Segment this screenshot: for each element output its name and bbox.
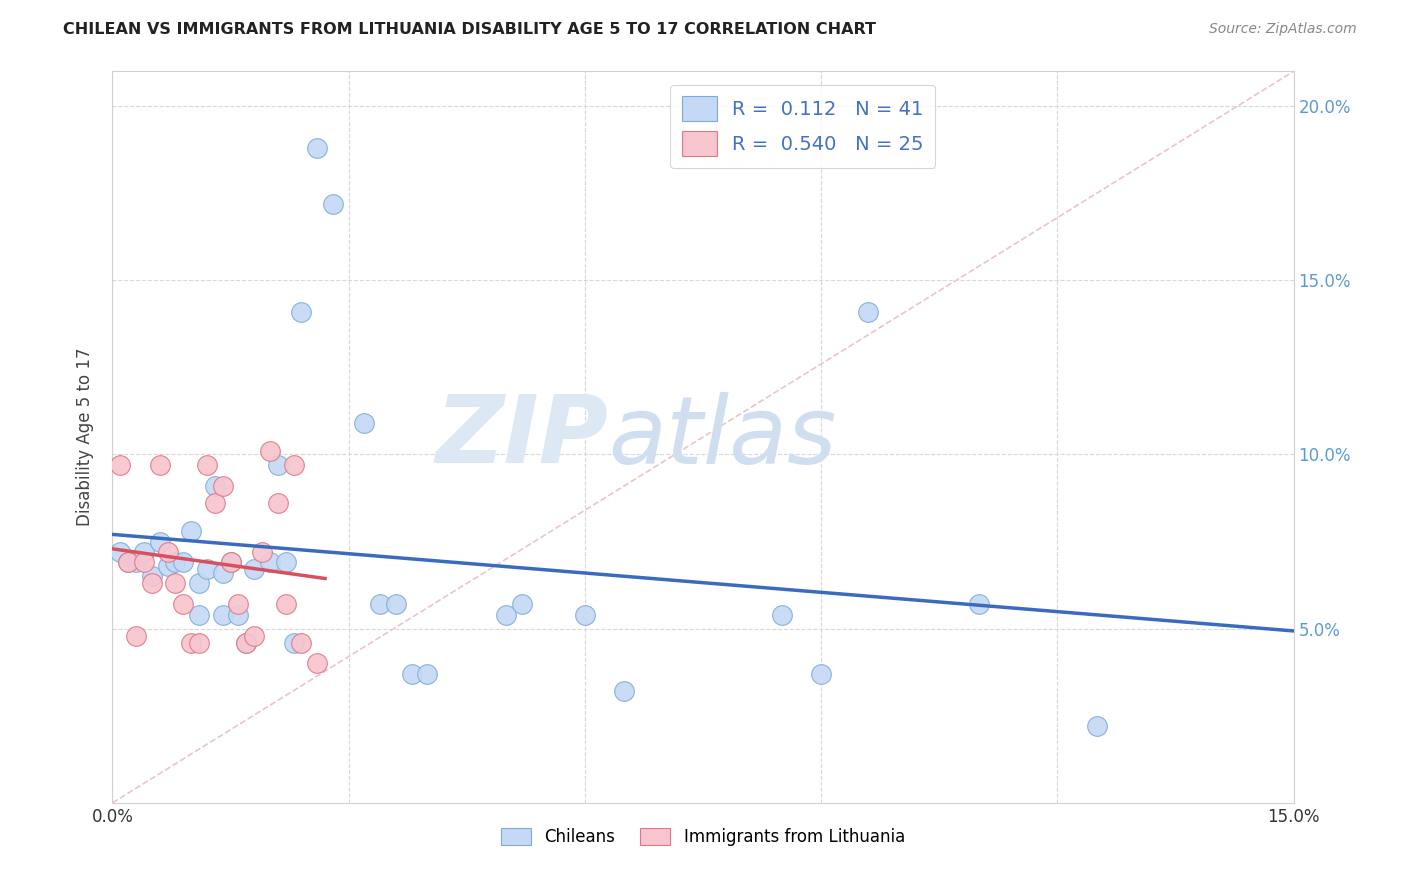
Point xyxy=(353,416,375,430)
Point xyxy=(219,556,242,570)
Point xyxy=(141,576,163,591)
Point xyxy=(267,458,290,472)
Point xyxy=(267,496,290,510)
Point xyxy=(290,304,312,318)
Point xyxy=(125,556,148,570)
Point xyxy=(385,597,408,611)
Point xyxy=(117,556,139,570)
Point xyxy=(149,534,172,549)
Point xyxy=(613,684,636,698)
Point xyxy=(416,667,439,681)
Point xyxy=(211,566,233,580)
Legend: Chileans, Immigrants from Lithuania: Chileans, Immigrants from Lithuania xyxy=(495,822,911,853)
Point xyxy=(149,458,172,472)
Point xyxy=(235,635,257,649)
Point xyxy=(228,597,250,611)
Y-axis label: Disability Age 5 to 17: Disability Age 5 to 17 xyxy=(76,348,94,526)
Point xyxy=(290,635,312,649)
Point xyxy=(401,667,423,681)
Point xyxy=(858,304,880,318)
Point xyxy=(188,576,211,591)
Point xyxy=(259,556,281,570)
Text: ZIP: ZIP xyxy=(436,391,609,483)
Point xyxy=(307,141,329,155)
Point xyxy=(132,545,155,559)
Point xyxy=(165,576,187,591)
Point xyxy=(204,479,226,493)
Point xyxy=(228,607,250,622)
Point xyxy=(195,458,218,472)
Point xyxy=(770,607,793,622)
Point xyxy=(307,657,329,671)
Text: CHILEAN VS IMMIGRANTS FROM LITHUANIA DISABILITY AGE 5 TO 17 CORRELATION CHART: CHILEAN VS IMMIGRANTS FROM LITHUANIA DIS… xyxy=(63,22,876,37)
Point xyxy=(235,635,257,649)
Point xyxy=(110,545,132,559)
Point xyxy=(322,196,344,211)
Point xyxy=(243,629,266,643)
Point xyxy=(172,597,194,611)
Point xyxy=(510,597,533,611)
Point xyxy=(211,479,233,493)
Point xyxy=(188,635,211,649)
Point xyxy=(204,496,226,510)
Text: Source: ZipAtlas.com: Source: ZipAtlas.com xyxy=(1209,22,1357,37)
Point xyxy=(967,597,990,611)
Point xyxy=(219,556,242,570)
Point xyxy=(259,444,281,458)
Point xyxy=(283,458,305,472)
Point xyxy=(117,556,139,570)
Point xyxy=(243,562,266,576)
Point xyxy=(810,667,832,681)
Text: atlas: atlas xyxy=(609,392,837,483)
Point xyxy=(211,607,233,622)
Point xyxy=(165,556,187,570)
Point xyxy=(180,635,202,649)
Point xyxy=(188,607,211,622)
Point xyxy=(283,635,305,649)
Point xyxy=(250,545,273,559)
Point xyxy=(110,458,132,472)
Point xyxy=(156,558,179,573)
Point xyxy=(132,556,155,570)
Point xyxy=(1085,719,1108,733)
Point xyxy=(195,562,218,576)
Point xyxy=(141,569,163,583)
Point xyxy=(368,597,391,611)
Point xyxy=(180,524,202,538)
Point xyxy=(574,607,596,622)
Point xyxy=(495,607,517,622)
Point xyxy=(156,545,179,559)
Point xyxy=(125,629,148,643)
Point xyxy=(274,556,297,570)
Point xyxy=(172,556,194,570)
Point xyxy=(274,597,297,611)
